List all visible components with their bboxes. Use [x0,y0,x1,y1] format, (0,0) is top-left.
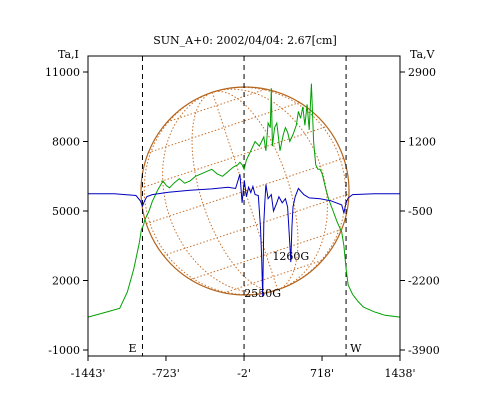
left-tick-label: 8000 [52,136,80,149]
latitude-line [163,193,350,256]
solar-disk-outline [140,86,350,296]
latitude-line [140,126,327,189]
right-tick-label: -3900 [408,344,440,357]
field-strength-label: 2550G [244,287,281,300]
right-tick-label: 2900 [408,66,436,79]
field-strength-label: 1260G [272,250,309,263]
x-tick-label: -2' [237,367,251,380]
left-tick-label: 11000 [45,66,80,79]
axes: -1443' -723' -2' 718' 1438' -1000 2000 5000 8000… [45,66,440,380]
solar-disk-grid [140,86,350,296]
limb-label: W [350,342,362,355]
longitude-line [212,88,328,291]
x-tick-label: -723' [152,367,180,380]
chart-title: SUN_A+0: 2002/04/04: 2.67[cm] [153,34,337,47]
right-tick-label: -2200 [408,275,440,288]
latitude-line [148,102,300,154]
x-tick-label: -1443' [71,367,106,380]
left-tick-label: 2000 [52,275,80,288]
polarization-series-line [88,174,400,297]
latitude-line [190,228,342,280]
x-tick-label: 1438' [384,367,415,380]
longitude-line [162,91,278,294]
right-axis-label: Ta,V [410,48,436,61]
left-axis-label: Ta,I [58,48,79,61]
limb-label: E [128,342,136,355]
right-tick-label: 1200 [408,136,436,149]
x-tick-label: 718' [310,367,334,380]
longitude-line [143,91,278,296]
right-tick-label: -500 [408,205,433,218]
left-tick-label: 5000 [52,205,80,218]
longitude-line [212,86,347,291]
intensity-series-line [87,83,401,318]
left-tick-label: -1000 [48,344,80,357]
annotations: 2550G 1260G [244,250,309,300]
data-series [87,83,401,318]
